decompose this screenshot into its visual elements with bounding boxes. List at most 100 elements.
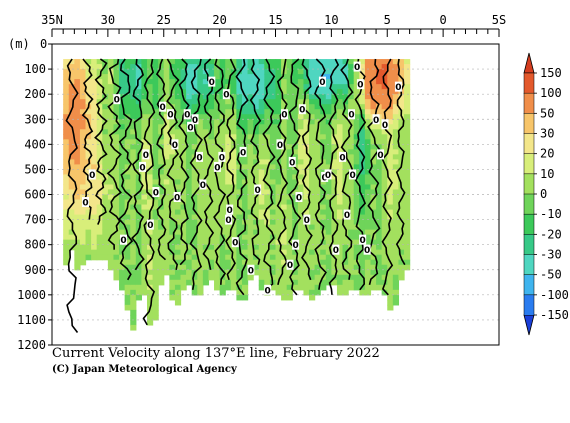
contour-label: 0 (281, 111, 287, 121)
velocity-cell (297, 254, 305, 261)
velocity-cell (214, 234, 221, 241)
velocity-cell (392, 214, 400, 221)
velocity-cell (119, 154, 126, 160)
velocity-cell (74, 159, 81, 165)
velocity-cell (135, 129, 142, 135)
velocity-cell (381, 214, 388, 221)
velocity-cell (219, 144, 226, 150)
colorbar-segment (523, 72, 535, 94)
velocity-cell (325, 204, 332, 211)
velocity-cell (269, 249, 277, 256)
velocity-cell (286, 214, 293, 221)
velocity-cell (325, 159, 332, 165)
velocity-cell (169, 259, 176, 266)
zero-contour-line (235, 58, 249, 296)
velocity-cell (392, 144, 400, 150)
velocity-cell (258, 109, 265, 115)
velocity-cell (404, 244, 411, 251)
velocity-cell (63, 124, 70, 130)
contour-label: 0 (139, 163, 145, 173)
velocity-cell (197, 74, 204, 80)
velocity-cell (146, 254, 154, 261)
velocity-cell (124, 304, 131, 311)
velocity-cell (281, 199, 288, 206)
velocity-cell (364, 69, 372, 75)
velocity-cell (269, 184, 277, 191)
velocity-cell (336, 99, 344, 105)
velocity-cell (91, 194, 98, 201)
velocity-cell (102, 239, 109, 246)
velocity-cell (214, 189, 221, 196)
velocity-cell (163, 154, 170, 160)
velocity-cell (130, 224, 137, 231)
depth-tick-label: 900 (24, 263, 46, 277)
velocity-cell (130, 269, 137, 276)
velocity-cell (135, 159, 142, 165)
velocity-cell (174, 289, 182, 296)
contour-label-background (171, 139, 179, 150)
velocity-cell (163, 104, 170, 110)
velocity-cell (269, 159, 277, 165)
velocity-cell (314, 154, 321, 160)
velocity-cell (169, 79, 176, 85)
velocity-cell (130, 154, 137, 160)
velocity-cell (152, 239, 159, 246)
velocity-cell (219, 279, 226, 286)
zero-contour-line (381, 58, 394, 296)
velocity-cell (180, 239, 187, 246)
velocity-cell (163, 209, 170, 216)
velocity-cell (398, 274, 405, 281)
velocity-cell (381, 159, 388, 165)
velocity-cell (169, 289, 176, 296)
velocity-cell (74, 174, 81, 181)
velocity-cell (253, 99, 260, 105)
velocity-cell (269, 219, 277, 226)
velocity-cell (96, 209, 103, 216)
latitude-tick-label: 35N (41, 13, 63, 27)
velocity-cell (107, 159, 115, 165)
contour-label: 0 (344, 211, 350, 221)
contour-label-background (139, 161, 147, 172)
depth-tick-label: 700 (24, 213, 46, 227)
velocity-cell (264, 214, 271, 221)
velocity-cell (174, 254, 182, 261)
contour-label: 0 (325, 171, 331, 181)
velocity-cell (275, 194, 282, 201)
velocity-cell (141, 64, 148, 70)
velocity-cell (102, 169, 109, 176)
velocity-cell (141, 254, 148, 261)
velocity-cell (404, 264, 411, 271)
velocity-cell (96, 164, 103, 171)
velocity-cell (387, 199, 394, 206)
velocity-cell (102, 144, 109, 150)
velocity-cell (141, 99, 148, 105)
velocity-cell (214, 134, 221, 140)
velocity-cell (387, 299, 394, 306)
contour-label-background (142, 149, 150, 160)
velocity-cell (96, 244, 103, 251)
velocity-cell (258, 114, 265, 120)
velocity-cell (286, 279, 293, 286)
velocity-cell (314, 214, 321, 221)
velocity-cell (180, 194, 187, 201)
velocity-cell (281, 294, 288, 301)
contour-label: 0 (348, 111, 354, 121)
velocity-cell (202, 104, 210, 110)
velocity-cell (225, 154, 232, 160)
velocity-cell (314, 179, 321, 186)
velocity-cell (381, 209, 388, 216)
velocity-cell (74, 139, 81, 145)
velocity-cell (247, 134, 254, 140)
velocity-cell (286, 244, 293, 251)
velocity-cell (152, 69, 159, 75)
velocity-cell (241, 264, 249, 271)
velocity-cell (404, 114, 411, 120)
velocity-cell (292, 119, 299, 125)
velocity-cell (107, 219, 115, 226)
velocity-cell (63, 84, 70, 90)
velocity-cell (336, 164, 344, 171)
velocity-cell (281, 79, 288, 85)
velocity-cell (264, 104, 271, 110)
velocity-cell (219, 94, 226, 100)
velocity-cell (63, 164, 70, 171)
